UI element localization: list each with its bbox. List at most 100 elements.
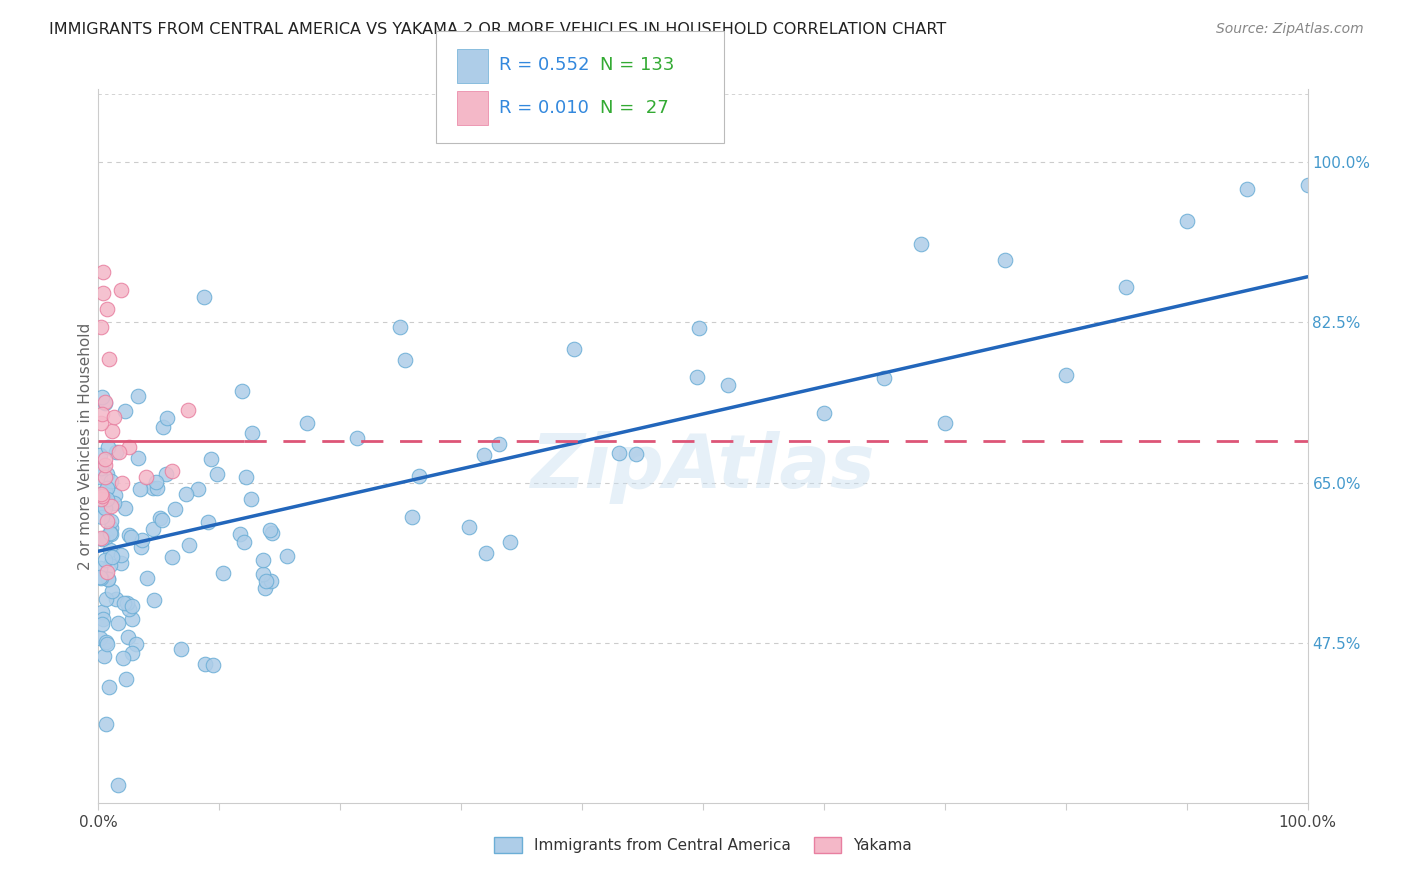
Point: [260, 574, 283, 589]
Point: [94, 553, 117, 567]
Point: [107, 615, 129, 630]
Point: [201, 658, 224, 673]
Point: [96, 492, 118, 507]
Point: [104, 445, 127, 459]
Point: [114, 597, 136, 611]
Point: [91, 489, 114, 503]
Point: [110, 284, 132, 298]
Point: [685, 369, 707, 384]
Text: N = 133: N = 133: [600, 56, 675, 74]
Point: [98, 542, 121, 557]
Point: [408, 468, 430, 483]
Point: [118, 602, 141, 616]
Point: [717, 377, 740, 392]
Point: [156, 411, 179, 425]
Point: [121, 647, 143, 661]
Point: [163, 502, 186, 516]
Point: [94, 530, 117, 544]
Point: [232, 535, 254, 549]
Text: IMMIGRANTS FROM CENTRAL AMERICA VS YAKAMA 2 OR MORE VEHICLES IN HOUSEHOLD CORREL: IMMIGRANTS FROM CENTRAL AMERICA VS YAKAM…: [49, 22, 946, 37]
Point: [174, 487, 197, 501]
Point: [242, 426, 264, 441]
Y-axis label: 2 or more Vehicles in Household: 2 or more Vehicles in Household: [77, 322, 93, 570]
Point: [127, 389, 149, 403]
Point: [276, 549, 298, 563]
Point: [89, 470, 111, 484]
Point: [94, 396, 117, 410]
Point: [90, 487, 112, 501]
Point: [114, 404, 136, 418]
Point: [143, 593, 166, 607]
Point: [94, 591, 117, 606]
Point: [89, 463, 111, 477]
Point: [564, 343, 586, 357]
Point: [295, 416, 318, 430]
Point: [1236, 182, 1258, 196]
Point: [200, 452, 222, 467]
Point: [472, 448, 495, 462]
Point: [129, 541, 152, 555]
Point: [100, 521, 122, 535]
Point: [90, 532, 112, 546]
Point: [1054, 368, 1077, 383]
Point: [101, 424, 124, 438]
Point: [89, 499, 111, 513]
Text: R = 0.010: R = 0.010: [499, 99, 589, 117]
Point: [260, 526, 283, 541]
Point: [94, 470, 117, 484]
Point: [91, 612, 114, 626]
Point: [120, 529, 142, 543]
Point: [100, 584, 122, 599]
Point: [235, 470, 257, 484]
Point: [96, 514, 118, 528]
Point: [94, 395, 117, 409]
Point: [97, 440, 120, 454]
Point: [252, 566, 274, 581]
Point: [90, 491, 112, 506]
Point: [94, 451, 117, 466]
Point: [89, 448, 111, 462]
Point: [136, 571, 159, 585]
Point: [212, 566, 235, 580]
Point: [100, 550, 122, 565]
Point: [104, 488, 127, 502]
Point: [91, 285, 114, 300]
Point: [90, 571, 112, 585]
Point: [499, 535, 522, 549]
Point: [177, 403, 200, 417]
Point: [96, 637, 118, 651]
Point: [146, 481, 169, 495]
Point: [131, 533, 153, 547]
Point: [96, 467, 118, 482]
Point: [100, 515, 122, 529]
Point: [96, 565, 118, 579]
Point: [688, 321, 710, 335]
Point: [90, 605, 112, 619]
Point: [114, 500, 136, 515]
Point: [107, 445, 129, 459]
Text: Source: ZipAtlas.com: Source: ZipAtlas.com: [1216, 22, 1364, 37]
Point: [121, 599, 143, 614]
Point: [254, 574, 277, 588]
Text: R = 0.552: R = 0.552: [499, 56, 589, 74]
Point: [121, 612, 143, 626]
Point: [142, 522, 165, 536]
Point: [118, 527, 141, 541]
Point: [111, 475, 134, 490]
Point: [104, 591, 127, 606]
Point: [100, 499, 122, 513]
Point: [89, 569, 111, 583]
Point: [94, 458, 117, 473]
Point: [259, 524, 281, 538]
Point: [135, 470, 157, 484]
Point: [110, 548, 132, 562]
Point: [89, 561, 111, 575]
Point: [90, 390, 112, 404]
Legend: Immigrants from Central America, Yakama: Immigrants from Central America, Yakama: [488, 831, 918, 859]
Point: [152, 420, 174, 434]
Point: [624, 447, 647, 461]
Point: [100, 527, 122, 541]
Point: [1175, 213, 1198, 227]
Point: [169, 642, 191, 657]
Point: [96, 717, 118, 731]
